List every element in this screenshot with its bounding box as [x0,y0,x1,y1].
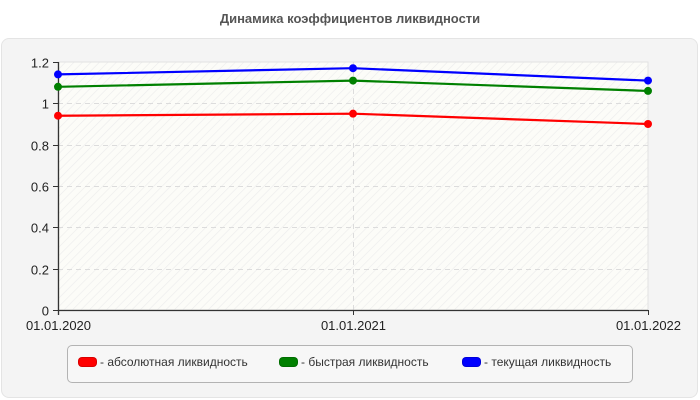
y-tick-label: 0 [42,304,49,319]
legend: - абсолютная ликвидность - быстрая ликви… [67,345,633,383]
data-point[interactable] [349,76,357,85]
legend-item-absolute: - абсолютная ликвидность [78,355,248,369]
data-point[interactable] [644,76,652,85]
legend-item-quick: - быстрая ликвидность [279,355,429,369]
data-point[interactable] [54,82,62,91]
data-point[interactable] [54,70,62,79]
data-point[interactable] [54,111,62,120]
y-tick-label: 0.4 [31,221,49,236]
legend-item-current: - текущая ликвидность [462,355,611,369]
axes: 0 0.2 0.4 0.6 0.8 1 1.2 01.01.2020 01.01.2021 01.… [26,56,681,334]
data-point[interactable] [644,86,652,95]
data-series [54,64,652,128]
y-tick-label: 0.2 [31,263,49,278]
y-tick-label: 0.6 [31,180,49,195]
plot-background [57,61,649,311]
data-point[interactable] [349,109,357,118]
legend-swatch-green [279,357,298,367]
x-tick-label: 01.01.2022 [616,318,681,333]
legend-label: - текущая ликвидность [484,355,612,369]
y-tick-label: 1 [42,97,49,112]
x-tick-label: 01.01.2021 [321,318,386,333]
data-point[interactable] [644,120,652,128]
y-tick-label: 1.2 [31,56,49,71]
legend-swatch-blue [462,357,481,367]
chart-title: Динамика коэффициентов ликвидности [219,11,481,26]
y-tick-label: 0.8 [31,139,49,154]
data-point[interactable] [349,64,357,73]
legend-label: - абсолютная ликвидность [100,355,248,369]
legend-label: - быстрая ликвидность [301,355,429,369]
x-tick-label: 01.01.2020 [26,318,91,333]
legend-swatch-red [78,357,97,367]
